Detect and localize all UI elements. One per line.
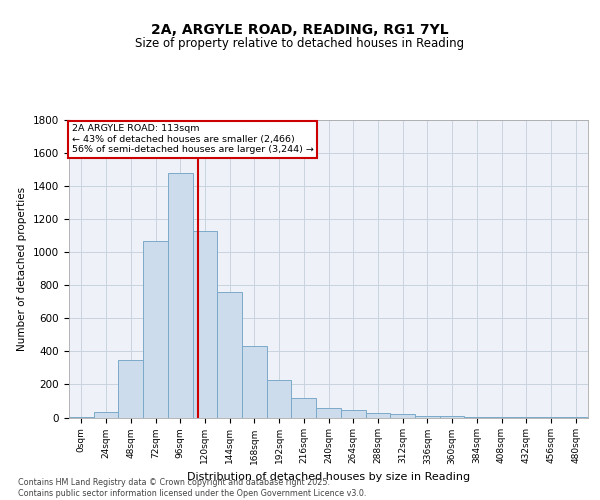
- Bar: [316, 408, 341, 418]
- Bar: [365, 412, 390, 418]
- Bar: [390, 414, 415, 418]
- Text: Size of property relative to detached houses in Reading: Size of property relative to detached ho…: [136, 38, 464, 51]
- Bar: [440, 416, 464, 418]
- Bar: [94, 412, 118, 418]
- Text: 2A ARGYLE ROAD: 113sqm
← 43% of detached houses are smaller (2,466)
56% of semi-: 2A ARGYLE ROAD: 113sqm ← 43% of detached…: [71, 124, 313, 154]
- Text: Contains HM Land Registry data © Crown copyright and database right 2025.
Contai: Contains HM Land Registry data © Crown c…: [18, 478, 367, 498]
- Bar: [489, 416, 514, 418]
- Bar: [464, 416, 489, 418]
- Bar: [143, 240, 168, 418]
- Bar: [118, 360, 143, 418]
- Bar: [292, 398, 316, 417]
- Bar: [69, 416, 94, 418]
- Bar: [341, 410, 365, 418]
- Bar: [217, 292, 242, 418]
- Text: 2A, ARGYLE ROAD, READING, RG1 7YL: 2A, ARGYLE ROAD, READING, RG1 7YL: [151, 22, 449, 36]
- Bar: [267, 380, 292, 418]
- Bar: [168, 173, 193, 418]
- Bar: [415, 416, 440, 418]
- Y-axis label: Number of detached properties: Number of detached properties: [17, 186, 28, 351]
- Bar: [242, 346, 267, 418]
- Bar: [193, 230, 217, 418]
- X-axis label: Distribution of detached houses by size in Reading: Distribution of detached houses by size …: [187, 472, 470, 482]
